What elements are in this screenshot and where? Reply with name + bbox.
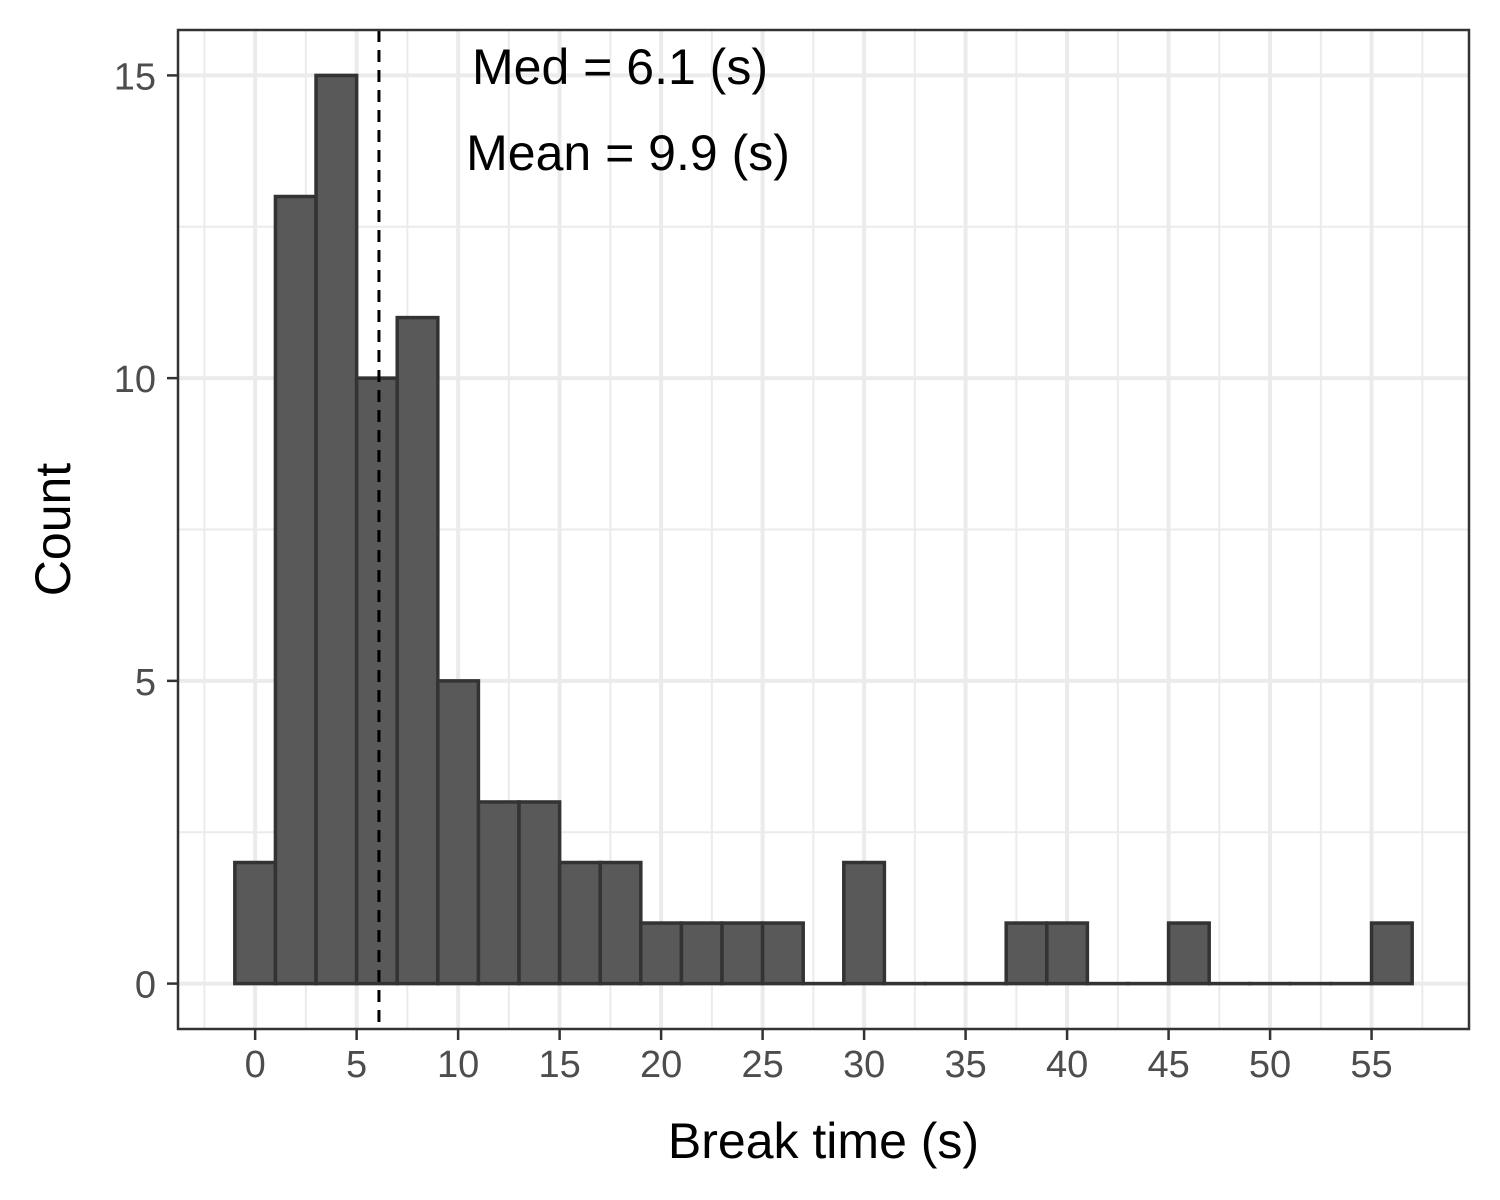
histogram-bar bbox=[1004, 921, 1049, 986]
panel-border bbox=[176, 28, 1471, 1031]
mean-annotation: Mean = 9.9 (s) bbox=[466, 125, 790, 181]
histogram-bar bbox=[760, 921, 805, 986]
histogram-bar bbox=[476, 800, 521, 986]
x-axis-title: Break time (s) bbox=[668, 1113, 979, 1169]
histogram-bar bbox=[517, 800, 562, 986]
axis-ticks: 0 5 10 15 20 25 30 35 40 45 50 55 0 5 10 15 bbox=[114, 56, 1393, 1086]
histogram-bar bbox=[1369, 921, 1414, 986]
x-tick-label: 50 bbox=[1249, 1044, 1291, 1086]
histogram-bar bbox=[1166, 921, 1211, 986]
histogram-bar bbox=[639, 921, 684, 986]
histogram-bar bbox=[314, 73, 359, 986]
x-tick-label: 30 bbox=[843, 1044, 885, 1086]
x-tick-label: 10 bbox=[437, 1044, 479, 1086]
median-annotation: Med = 6.1 (s) bbox=[472, 39, 768, 95]
x-tick-label: 40 bbox=[1046, 1044, 1088, 1086]
y-tick-label: 0 bbox=[135, 965, 156, 1007]
histogram-bar bbox=[354, 376, 399, 986]
histogram-bar bbox=[1045, 921, 1090, 986]
x-tick-label: 5 bbox=[346, 1044, 367, 1086]
x-tick-label: 25 bbox=[741, 1044, 783, 1086]
histogram-bar bbox=[720, 921, 765, 986]
y-tick-label: 15 bbox=[114, 56, 156, 98]
x-tick-label: 45 bbox=[1147, 1044, 1189, 1086]
histogram-bar bbox=[395, 315, 440, 986]
x-tick-label: 55 bbox=[1350, 1044, 1392, 1086]
y-tick-label: 5 bbox=[135, 662, 156, 704]
histogram-bar bbox=[436, 679, 481, 986]
histogram-bar bbox=[842, 860, 887, 986]
y-tick-label: 10 bbox=[114, 359, 156, 401]
y-axis-title: Count bbox=[25, 463, 81, 597]
x-tick-label: 0 bbox=[245, 1044, 266, 1086]
histogram-bar bbox=[273, 194, 318, 986]
histogram-bar bbox=[598, 860, 643, 986]
histogram-bar bbox=[233, 860, 278, 986]
histogram-bars bbox=[233, 73, 1414, 986]
histogram-bar bbox=[557, 860, 602, 986]
x-tick-label: 20 bbox=[640, 1044, 682, 1086]
x-tick-label: 35 bbox=[944, 1044, 986, 1086]
x-tick-label: 15 bbox=[538, 1044, 580, 1086]
histogram-bar bbox=[679, 921, 724, 986]
